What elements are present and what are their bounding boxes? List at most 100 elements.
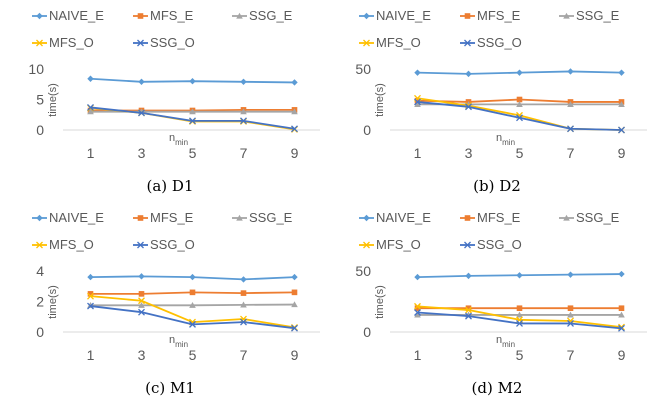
x-axis-title-sub: min bbox=[502, 340, 515, 349]
data-point-mfs-o bbox=[138, 297, 145, 305]
y-tick-label: 0 bbox=[36, 122, 44, 138]
data-point-mfs-e bbox=[87, 291, 94, 297]
x-axis-title-main: n bbox=[496, 132, 502, 144]
data-point-ssg-o bbox=[138, 308, 145, 316]
legend-label: MFS_E bbox=[150, 210, 194, 225]
x-axis-title: nmin bbox=[169, 334, 188, 349]
legend-marker bbox=[563, 12, 570, 19]
x-tick-label: 5 bbox=[516, 347, 524, 363]
legend-label: SSG_O bbox=[477, 35, 522, 50]
legend-item-naive-e: NAIVE_E bbox=[32, 210, 104, 225]
y-tick-label: 0 bbox=[363, 122, 371, 138]
legend-item-ssg-o: SSG_O bbox=[133, 35, 195, 50]
data-point-ssg-e bbox=[618, 311, 625, 318]
x-tick-label: 5 bbox=[189, 347, 197, 363]
legend-marker bbox=[36, 39, 43, 47]
data-point-naive-e bbox=[465, 272, 472, 280]
y-tick-label: 2 bbox=[36, 294, 44, 310]
legend-marker bbox=[363, 214, 370, 222]
legend-item-mfs-o: MFS_O bbox=[32, 35, 94, 50]
data-point-mfs-e bbox=[516, 96, 523, 103]
data-point-ssg-o bbox=[516, 114, 523, 122]
data-point-ssg-o bbox=[138, 109, 145, 117]
data-point-ssg-e bbox=[291, 301, 298, 308]
legend-label: MFS_O bbox=[49, 35, 94, 50]
legend-item-mfs-o: MFS_O bbox=[359, 35, 421, 50]
legend-item-mfs-o: MFS_O bbox=[32, 237, 94, 252]
legend-marker bbox=[363, 39, 370, 47]
data-point-naive-e bbox=[465, 70, 472, 78]
x-tick-label: 3 bbox=[138, 145, 146, 161]
legend-label: MFS_O bbox=[49, 237, 94, 252]
data-point-naive-e bbox=[291, 79, 298, 86]
legend-label: NAIVE_E bbox=[49, 8, 104, 23]
data-point-ssg-o bbox=[291, 125, 298, 133]
x-tick-label: 1 bbox=[414, 145, 422, 161]
data-point-ssg-e bbox=[516, 101, 523, 107]
series-ssg-o bbox=[414, 98, 625, 134]
legend-label: SSG_E bbox=[576, 8, 620, 23]
data-point-mfs-e bbox=[516, 305, 523, 312]
data-point-naive-e bbox=[138, 273, 145, 280]
data-point-ssg-e bbox=[567, 311, 574, 318]
data-point-ssg-e bbox=[240, 108, 247, 115]
data-point-ssg-o bbox=[465, 103, 472, 111]
legend-label: SSG_O bbox=[477, 237, 522, 252]
series-ssg-o bbox=[87, 103, 298, 133]
legend-label: MFS_E bbox=[150, 8, 194, 23]
series-mfs-o bbox=[87, 292, 298, 331]
data-point-mfs-o bbox=[465, 306, 472, 314]
y-tick-label: 0 bbox=[363, 324, 371, 340]
chart-panel-d1: NAIVE_E MFS_E SSG_E MFS_O SSG_O 0 5 10 time(s) nm… bbox=[0, 0, 327, 202]
series-ssg-o bbox=[414, 309, 625, 332]
legend-marker bbox=[137, 39, 144, 47]
legend-marker bbox=[236, 214, 243, 221]
data-point-naive-e bbox=[567, 271, 574, 278]
y-axis-title: time(s) bbox=[374, 83, 386, 117]
y-axis-title: time(s) bbox=[47, 83, 59, 117]
data-point-mfs-o bbox=[87, 292, 94, 300]
data-point-mfs-e bbox=[240, 290, 247, 296]
x-tick-label: 9 bbox=[618, 347, 626, 363]
legend-marker bbox=[464, 241, 471, 249]
legend-marker bbox=[36, 241, 43, 249]
legend-label: MFS_O bbox=[376, 35, 421, 50]
legend-marker bbox=[236, 12, 243, 19]
data-point-ssg-o bbox=[516, 320, 523, 327]
x-tick-label: 5 bbox=[516, 145, 524, 161]
x-axis-title-sub: min bbox=[502, 138, 515, 147]
data-point-ssg-o bbox=[87, 302, 94, 310]
series-ssg-o bbox=[87, 302, 298, 332]
series-naive-e bbox=[414, 270, 625, 281]
x-tick-label: 9 bbox=[618, 145, 626, 161]
data-point-naive-e bbox=[189, 78, 196, 85]
data-point-ssg-e bbox=[567, 101, 574, 107]
data-point-naive-e bbox=[516, 69, 523, 76]
data-point-ssg-o bbox=[414, 98, 421, 106]
x-axis-title: nmin bbox=[496, 132, 515, 147]
data-point-mfs-e bbox=[189, 289, 196, 296]
data-point-ssg-e bbox=[516, 311, 523, 318]
legend-item-mfs-e: MFS_E bbox=[460, 210, 521, 225]
data-point-naive-e bbox=[567, 68, 574, 75]
data-point-naive-e bbox=[87, 75, 94, 82]
x-axis-title-main: n bbox=[169, 132, 175, 144]
data-point-mfs-e bbox=[414, 305, 421, 312]
chart-caption: (a) D1 bbox=[147, 177, 194, 195]
chart-caption: (b) D2 bbox=[473, 177, 521, 195]
data-point-ssg-e bbox=[240, 301, 247, 308]
data-point-naive-e bbox=[240, 276, 247, 283]
data-point-mfs-e bbox=[618, 305, 625, 312]
x-axis-title: nmin bbox=[169, 132, 188, 147]
x-tick-label: 3 bbox=[465, 347, 473, 363]
legend-label: MFS_E bbox=[477, 8, 521, 23]
y-tick-label: 0 bbox=[36, 324, 44, 340]
data-point-ssg-e bbox=[414, 311, 421, 318]
data-point-ssg-o bbox=[189, 320, 196, 328]
legend-marker bbox=[464, 39, 471, 47]
legend-marker bbox=[363, 12, 370, 20]
